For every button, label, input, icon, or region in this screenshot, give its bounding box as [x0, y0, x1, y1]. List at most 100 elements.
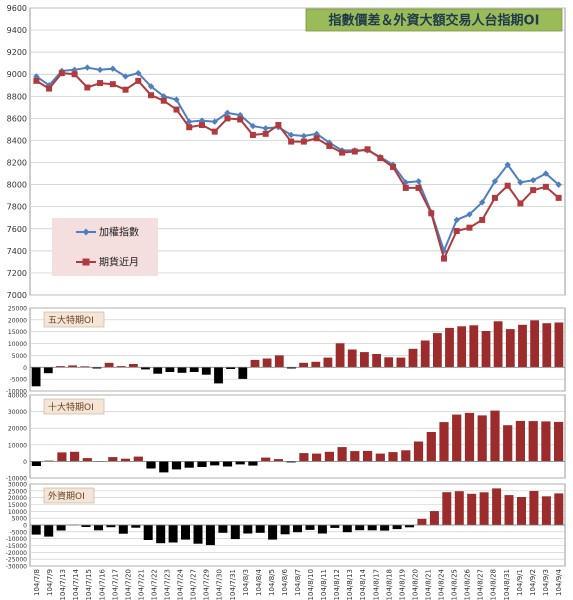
- bar: [312, 453, 322, 462]
- bar: [70, 451, 80, 462]
- bar-y-tick-label: 0: [23, 523, 27, 530]
- series-point-1: [529, 177, 537, 184]
- panel-label-box: [43, 311, 105, 328]
- bar: [262, 358, 272, 368]
- bar-y-tick-label: -10000: [6, 476, 27, 483]
- series-point-2: [555, 194, 562, 201]
- bar-y-tick-label: 25000: [8, 488, 27, 495]
- bar: [503, 425, 513, 462]
- bar: [469, 325, 479, 368]
- x-tick-label: 104/8/19: [398, 569, 406, 600]
- series-point-2: [224, 115, 231, 122]
- series-point-1: [453, 216, 460, 224]
- series-line-1: [35, 66, 560, 254]
- bar: [238, 367, 248, 379]
- x-tick-label: 104/7/22: [150, 569, 158, 600]
- series-point-2: [390, 163, 397, 170]
- series-point-2: [377, 155, 384, 162]
- bar-y-tick-label: 25000: [8, 306, 27, 313]
- line-y-tick-label: 8200: [7, 159, 27, 168]
- series-point-2: [135, 77, 142, 84]
- series-point-1: [45, 82, 53, 89]
- series-point-2: [288, 138, 295, 145]
- bar: [299, 362, 308, 368]
- bar: [177, 367, 187, 373]
- bar: [392, 525, 402, 530]
- bar: [248, 461, 258, 466]
- series-point-1: [160, 93, 167, 100]
- x-tick-label: 104/7/30: [216, 569, 224, 600]
- x-tick-label: 104/8/25: [451, 569, 459, 600]
- bar: [31, 525, 41, 535]
- legend-marker-2: [82, 258, 90, 266]
- bar: [104, 362, 114, 368]
- bar-y-tick-label: -10000: [6, 536, 27, 543]
- bar: [529, 491, 539, 525]
- bar: [324, 451, 334, 462]
- bar: [43, 367, 53, 374]
- series-point-1: [109, 65, 116, 72]
- bar: [504, 495, 514, 525]
- bar: [255, 525, 265, 533]
- series-point-1: [224, 109, 231, 117]
- panel-label: 十大特期OI: [48, 401, 94, 413]
- series-point-2: [84, 84, 91, 91]
- bar-y-tick-label: -5000: [10, 377, 28, 384]
- bar: [426, 432, 436, 462]
- bar: [417, 518, 427, 525]
- series-point-2: [542, 183, 549, 190]
- bar-y-tick-label: -10000: [6, 389, 27, 396]
- bar: [56, 366, 65, 368]
- bar: [481, 331, 491, 368]
- series-point-2: [148, 92, 155, 99]
- bar: [347, 349, 357, 368]
- series-point-2: [122, 86, 129, 93]
- bar: [261, 457, 271, 462]
- x-tick-label: 104/8/31: [503, 569, 511, 600]
- legend-label-2: 期貨近月: [99, 256, 139, 269]
- panel-label-box: [43, 487, 95, 504]
- bar: [274, 355, 284, 368]
- x-tick-label: 104/7/21: [137, 569, 145, 600]
- legend-box: [52, 218, 158, 276]
- bar: [165, 367, 175, 372]
- series-point-2: [211, 128, 218, 135]
- bar: [360, 352, 369, 368]
- bar: [171, 461, 182, 470]
- bar: [222, 461, 233, 467]
- series-point-1: [504, 161, 511, 168]
- series-point-2: [453, 227, 460, 234]
- x-tick-label: 104/7/9: [46, 569, 54, 596]
- bar: [554, 493, 564, 525]
- x-tick-label: 104/8/26: [464, 568, 472, 600]
- bar-y-tick-label: 5000: [12, 516, 27, 523]
- series-point-1: [479, 199, 486, 206]
- bar: [305, 525, 315, 530]
- x-tick-label: 104/7/31: [229, 569, 237, 600]
- bar: [388, 452, 398, 462]
- x-tick-label: 104/9/4: [555, 568, 563, 596]
- bar: [129, 364, 138, 368]
- bar-plot-area: [29, 394, 566, 479]
- bar: [293, 525, 302, 533]
- series-point-1: [147, 83, 155, 90]
- x-tick-label: 104/8/14: [359, 568, 367, 600]
- bar: [287, 367, 296, 369]
- line-y-tick-label: 7400: [7, 247, 27, 256]
- bar: [131, 525, 141, 528]
- bar: [189, 367, 199, 372]
- bar: [554, 322, 564, 368]
- line-y-tick-label: 7800: [7, 203, 27, 212]
- series-point-2: [339, 149, 346, 156]
- legend-marker-1: [82, 228, 90, 236]
- series-point-1: [211, 118, 218, 125]
- line-y-tick-label: 8800: [7, 92, 27, 101]
- x-tick-label: 104/7/23: [164, 569, 172, 600]
- bar: [243, 525, 253, 534]
- bar: [31, 461, 41, 466]
- series-point-1: [96, 66, 104, 74]
- bar: [517, 497, 526, 525]
- series-point-2: [173, 106, 180, 113]
- legend-label-1: 加權指數: [99, 226, 139, 239]
- x-tick-label: 104/8/18: [385, 569, 393, 600]
